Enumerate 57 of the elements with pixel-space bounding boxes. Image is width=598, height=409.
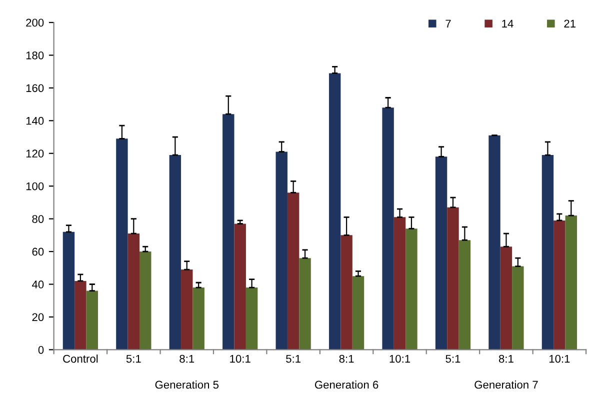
x-tick-label: 10:1 [230,354,250,363]
y-tick-label: 0 [38,346,44,354]
bar [458,240,471,350]
x-tick-label: 5:1 [446,354,460,363]
bar [62,232,75,350]
bar [406,228,418,350]
bar [328,73,341,350]
bar [276,152,288,350]
legend-label: 21 [564,20,576,28]
bar [140,252,152,350]
bar [181,270,193,350]
x-tick-label: 5:1 [126,354,141,363]
y-tick-label: 40 [32,280,44,288]
bar [352,276,364,350]
bar [394,217,406,350]
y-tick-label: 200 [26,18,44,27]
bar [169,155,182,350]
text: Generation 7 [474,380,538,389]
y-tick-label: 100 [26,182,44,190]
bar [222,114,234,350]
bar [512,266,524,350]
bar [86,290,98,350]
y-tick-label: 140 [26,116,44,125]
x-tick-label: 5:1 [286,354,300,363]
bar [74,280,86,350]
bar [192,288,204,350]
bar [565,216,577,350]
y-tick-label: 60 [32,248,44,256]
legend-label: 14 [502,20,514,28]
bar [128,234,140,350]
y-tick-label: 180 [26,51,44,60]
bar [246,288,258,350]
text: Generation 5 [155,380,219,389]
bar [435,156,448,350]
x-tick-label: 10:1 [549,354,570,363]
bar [340,235,352,350]
bar [447,207,459,350]
y-tick-label: 80 [32,215,44,223]
y-tick-label: 120 [26,150,44,158]
bar [287,192,300,350]
bar [116,138,128,350]
bar [488,135,500,350]
bar [542,155,554,350]
bar [554,220,566,350]
y-tick-label: 160 [26,84,44,92]
bar [500,246,512,350]
x-tick-label: 10:1 [390,354,410,363]
x-tick-label: 8:1 [339,354,354,363]
x-tick-label: 8:1 [180,354,194,363]
bar [382,108,394,350]
text: Generation 6 [314,380,378,389]
y-tick-label: 20 [32,313,44,322]
x-tick-label: Control [63,354,98,363]
bar [234,224,246,350]
bar [299,258,311,350]
legend-label: 7 [446,20,451,28]
x-tick-label: 8:1 [498,354,514,363]
